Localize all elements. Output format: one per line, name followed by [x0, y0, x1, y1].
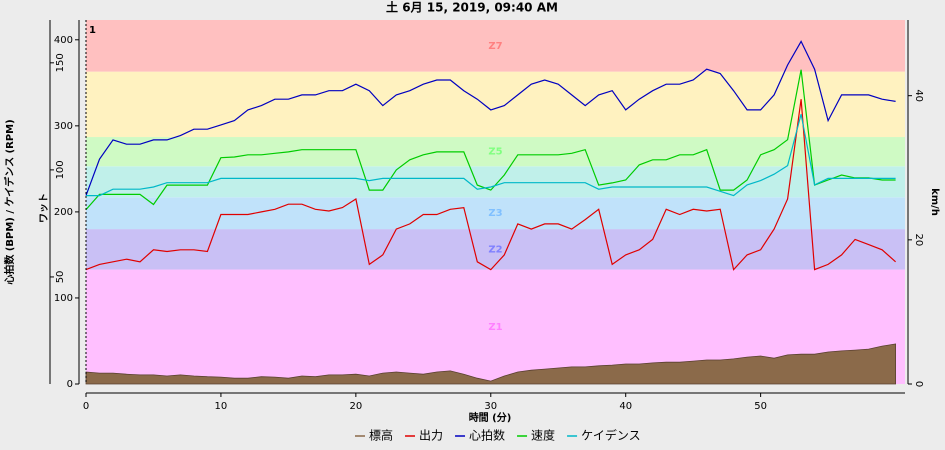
legend-label: 出力: [419, 429, 443, 443]
lap-label: 1: [89, 25, 96, 36]
legend-label: 心拍数: [469, 428, 505, 443]
hr-tick-label: 150: [55, 53, 66, 72]
zone-band: [86, 71, 905, 138]
power-tick-label: 400: [54, 35, 73, 46]
x-axis-label: 時間 (分): [469, 411, 512, 424]
zone-band: [86, 197, 905, 230]
power-tick-label: 200: [54, 207, 73, 218]
zone-band: [86, 166, 905, 198]
speed-tick-label: 0: [913, 381, 924, 387]
hr-tick-label: 50: [55, 271, 66, 284]
hr-tick-label: 100: [55, 160, 66, 179]
power-axis-label: ワット: [38, 193, 50, 223]
x-tick-label: 10: [215, 401, 228, 412]
series-line: [85, 69, 896, 210]
series-line: [86, 114, 896, 197]
series-area: [85, 343, 896, 385]
zone-label: Z7: [488, 41, 502, 52]
chart-title: 土 6月 15, 2019, 09:40 AM: [386, 0, 558, 15]
speed-axis-label: km/h: [929, 188, 940, 216]
power-tick-label: 100: [54, 293, 73, 304]
legend-label: 標高: [369, 428, 393, 443]
zone-label: Z3: [488, 208, 502, 219]
legend-label: ケイデンス: [581, 428, 641, 443]
x-tick-label: 30: [484, 401, 497, 412]
power-tick-label: 300: [54, 121, 73, 132]
zone-label: Z5: [488, 147, 502, 158]
zone-band: [86, 20, 905, 72]
x-tick-label: 50: [754, 401, 767, 412]
x-tick-label: 40: [619, 401, 632, 412]
zone-band: [86, 229, 905, 270]
zone-label: Z1: [488, 322, 502, 333]
series-line: [85, 99, 896, 271]
legend-label: 速度: [531, 428, 555, 443]
series-line: [85, 40, 896, 196]
hr-axis-label: 心拍数 (BPM) / ケイデンス (RPM): [3, 119, 16, 284]
x-tick-label: 0: [83, 401, 89, 412]
power-tick-label: 0: [67, 379, 73, 390]
x-tick-label: 20: [349, 401, 362, 412]
speed-tick-label: 40: [913, 89, 924, 102]
speed-tick-label: 20: [913, 233, 924, 246]
zone-label: Z2: [488, 244, 502, 255]
